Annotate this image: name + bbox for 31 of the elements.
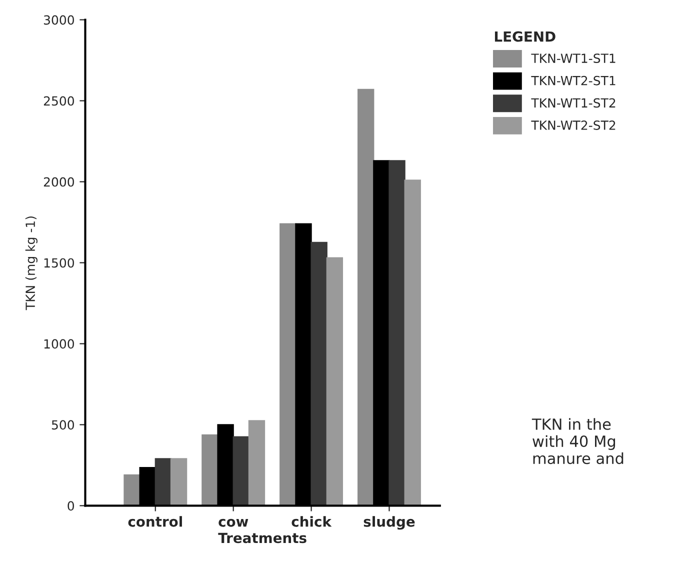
bar — [280, 223, 296, 506]
bar — [232, 436, 250, 506]
y-tick-label: 1000 — [44, 339, 74, 349]
legend-title: LEGEND — [494, 31, 556, 42]
x-tick-label: chick — [292, 516, 332, 527]
legend-label: TKN-WT1-ST1 — [531, 54, 616, 64]
y-tick-label: 1500 — [44, 258, 74, 268]
bar — [202, 434, 218, 506]
y-tick-label: 500 — [52, 420, 74, 430]
bar — [404, 180, 421, 506]
y-axis-title: TKN (mg kg -1) — [25, 216, 38, 310]
bar — [310, 242, 328, 506]
bar — [326, 257, 344, 506]
y-tick-label: 2000 — [44, 177, 74, 187]
legend-label: TKN-WT2-ST1 — [531, 76, 616, 86]
bar — [154, 458, 172, 506]
text: TKN in the with 40 Mg manure and — [532, 418, 624, 464]
y-tick-label: 0 — [68, 501, 74, 511]
bar — [124, 474, 140, 506]
x-axis-title: Treatments — [218, 532, 306, 544]
x-tick-label: cow — [218, 518, 248, 527]
bar — [357, 88, 374, 506]
legend-label: TKN-WT1-ST2 — [531, 98, 616, 108]
x-tick-label: sludge — [364, 516, 415, 530]
bar — [170, 458, 188, 506]
legend-label: TKN-WT2-ST2 — [531, 120, 616, 130]
x-tick-label: control — [128, 516, 182, 527]
bar — [388, 160, 406, 506]
bar — [248, 420, 266, 506]
y-tick-label: 2500 — [44, 96, 74, 106]
y-tick-label: 3000 — [44, 15, 74, 25]
